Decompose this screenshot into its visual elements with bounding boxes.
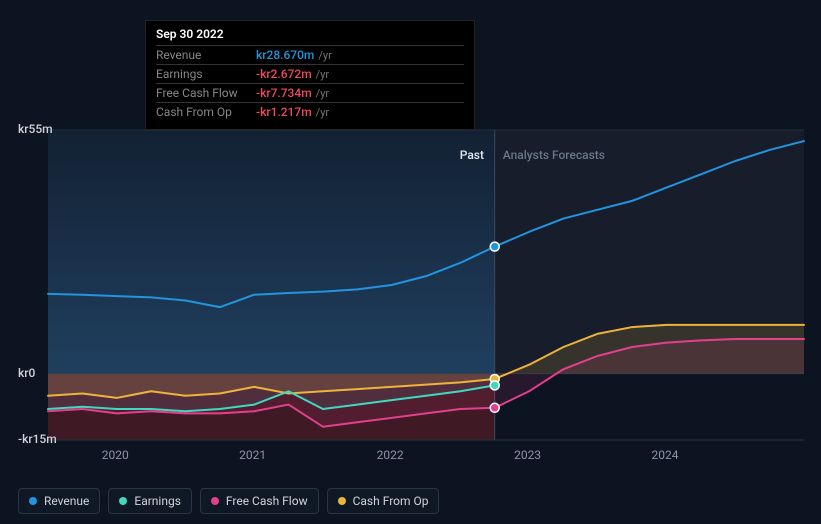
legend-label: Cash From Op — [353, 494, 429, 508]
crosshair-marker-revenue — [490, 242, 499, 251]
chart-tooltip: Sep 30 2022 Revenuekr28.670m/yrEarnings-… — [145, 20, 475, 130]
tooltip-row: Cash From Op-kr1.217m/yr — [156, 102, 464, 121]
forecast-label: Analysts Forecasts — [503, 148, 605, 162]
tooltip-row-unit: /yr — [316, 106, 329, 119]
tooltip-row-label: Earnings — [156, 67, 256, 81]
y-tick-label: kr55m — [18, 122, 53, 136]
legend-item-revenue[interactable]: Revenue — [18, 488, 100, 514]
tooltip-row: Revenuekr28.670m/yr — [156, 45, 464, 64]
legend-item-free_cash_flow[interactable]: Free Cash Flow — [200, 488, 319, 514]
legend-label: Revenue — [44, 494, 89, 508]
legend-dot — [119, 497, 127, 505]
y-tick-label: -kr15m — [18, 432, 57, 446]
chart-legend: Revenue Earnings Free Cash Flow Cash From O… — [18, 488, 439, 514]
x-tick-label: 2024 — [652, 448, 679, 462]
x-tick-label: 2021 — [239, 448, 266, 462]
tooltip-row: Earnings-kr2.672m/yr — [156, 64, 464, 83]
y-tick-label: kr0 — [18, 366, 35, 380]
x-tick-label: 2020 — [102, 448, 129, 462]
tooltip-row-value: -kr7.734m — [256, 86, 312, 100]
tooltip-row-label: Cash From Op — [156, 105, 256, 119]
legend-item-earnings[interactable]: Earnings — [108, 488, 192, 514]
tooltip-row-unit: /yr — [318, 49, 331, 62]
past-region — [48, 130, 495, 374]
x-tick-label: 2022 — [377, 448, 404, 462]
tooltip-row-value: -kr2.672m — [256, 67, 312, 81]
tooltip-row-value: -kr1.217m — [256, 105, 312, 119]
tooltip-row-unit: /yr — [316, 68, 329, 81]
legend-label: Free Cash Flow — [226, 494, 308, 508]
tooltip-row: Free Cash Flow-kr7.734m/yr — [156, 83, 464, 102]
legend-dot — [29, 497, 37, 505]
tooltip-date: Sep 30 2022 — [156, 27, 464, 41]
tooltip-row-label: Free Cash Flow — [156, 86, 256, 100]
past-label: Past — [460, 148, 484, 162]
crosshair-marker-earnings — [490, 381, 499, 390]
crosshair-marker-free_cash_flow — [490, 403, 499, 412]
legend-item-cash_from_op[interactable]: Cash From Op — [327, 488, 440, 514]
legend-dot — [211, 497, 219, 505]
tooltip-row-value: kr28.670m — [256, 48, 314, 62]
x-tick-label: 2023 — [514, 448, 541, 462]
tooltip-row-label: Revenue — [156, 48, 256, 62]
legend-dot — [338, 497, 346, 505]
legend-label: Earnings — [134, 494, 181, 508]
tooltip-row-unit: /yr — [316, 87, 329, 100]
